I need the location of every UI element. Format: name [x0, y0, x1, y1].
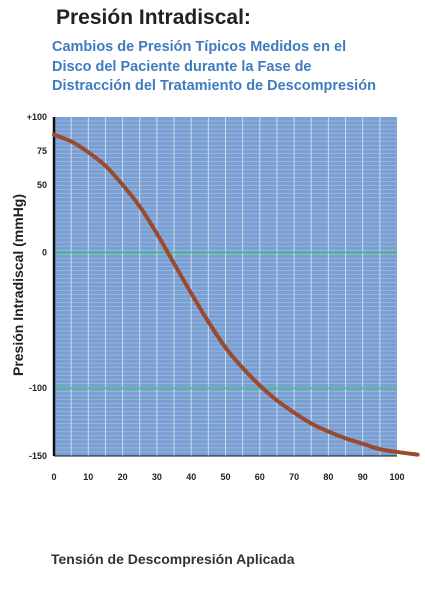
x-tick-label: 10	[83, 472, 93, 482]
x-tick-labels: 0 10 20 30 40 50 60 70 80 90 100	[51, 472, 404, 482]
chart-title: Presión Intradiscal:	[56, 6, 251, 29]
y-tick-label: -150	[29, 451, 47, 461]
y-axis-label: Presión Intradiscal (mmHg)	[10, 194, 26, 376]
subtitle-line-2: Disco del Paciente durante la Fase de	[52, 58, 312, 75]
y-tick-labels: +100 75 50 0 -100 -150	[27, 112, 47, 461]
x-tick-label: 100	[389, 472, 404, 482]
y-tick-label: -100	[29, 383, 47, 393]
chart-subtitle: Cambios de Presión Típicos Medidos en el…	[52, 38, 412, 97]
x-tick-label: 30	[152, 472, 162, 482]
subtitle-line-1: Cambios de Presión Típicos Medidos en el	[52, 39, 347, 55]
y-tick-label: 75	[37, 146, 47, 156]
x-tick-label: 60	[255, 472, 265, 482]
curve-layer	[52, 132, 420, 457]
x-axis-label: Tensión de Descompresión Aplicada	[51, 551, 295, 567]
x-tick-label: 40	[186, 472, 196, 482]
x-tick-label: 20	[118, 472, 128, 482]
reference-lines	[54, 251, 397, 389]
axes	[52, 117, 397, 457]
y-tick-label: +100	[27, 112, 47, 122]
pressure-curve	[52, 132, 420, 457]
x-tick-label: 0	[51, 472, 56, 482]
x-tick-label: 50	[220, 472, 230, 482]
y-tick-label: 50	[37, 180, 47, 190]
y-tick-label: 0	[42, 248, 47, 258]
x-tick-label: 90	[358, 472, 368, 482]
x-tick-label: 70	[289, 472, 299, 482]
subtitle-line-3: Distracción del Tratamiento de Descompre…	[52, 78, 376, 94]
x-tick-label: 80	[323, 472, 333, 482]
